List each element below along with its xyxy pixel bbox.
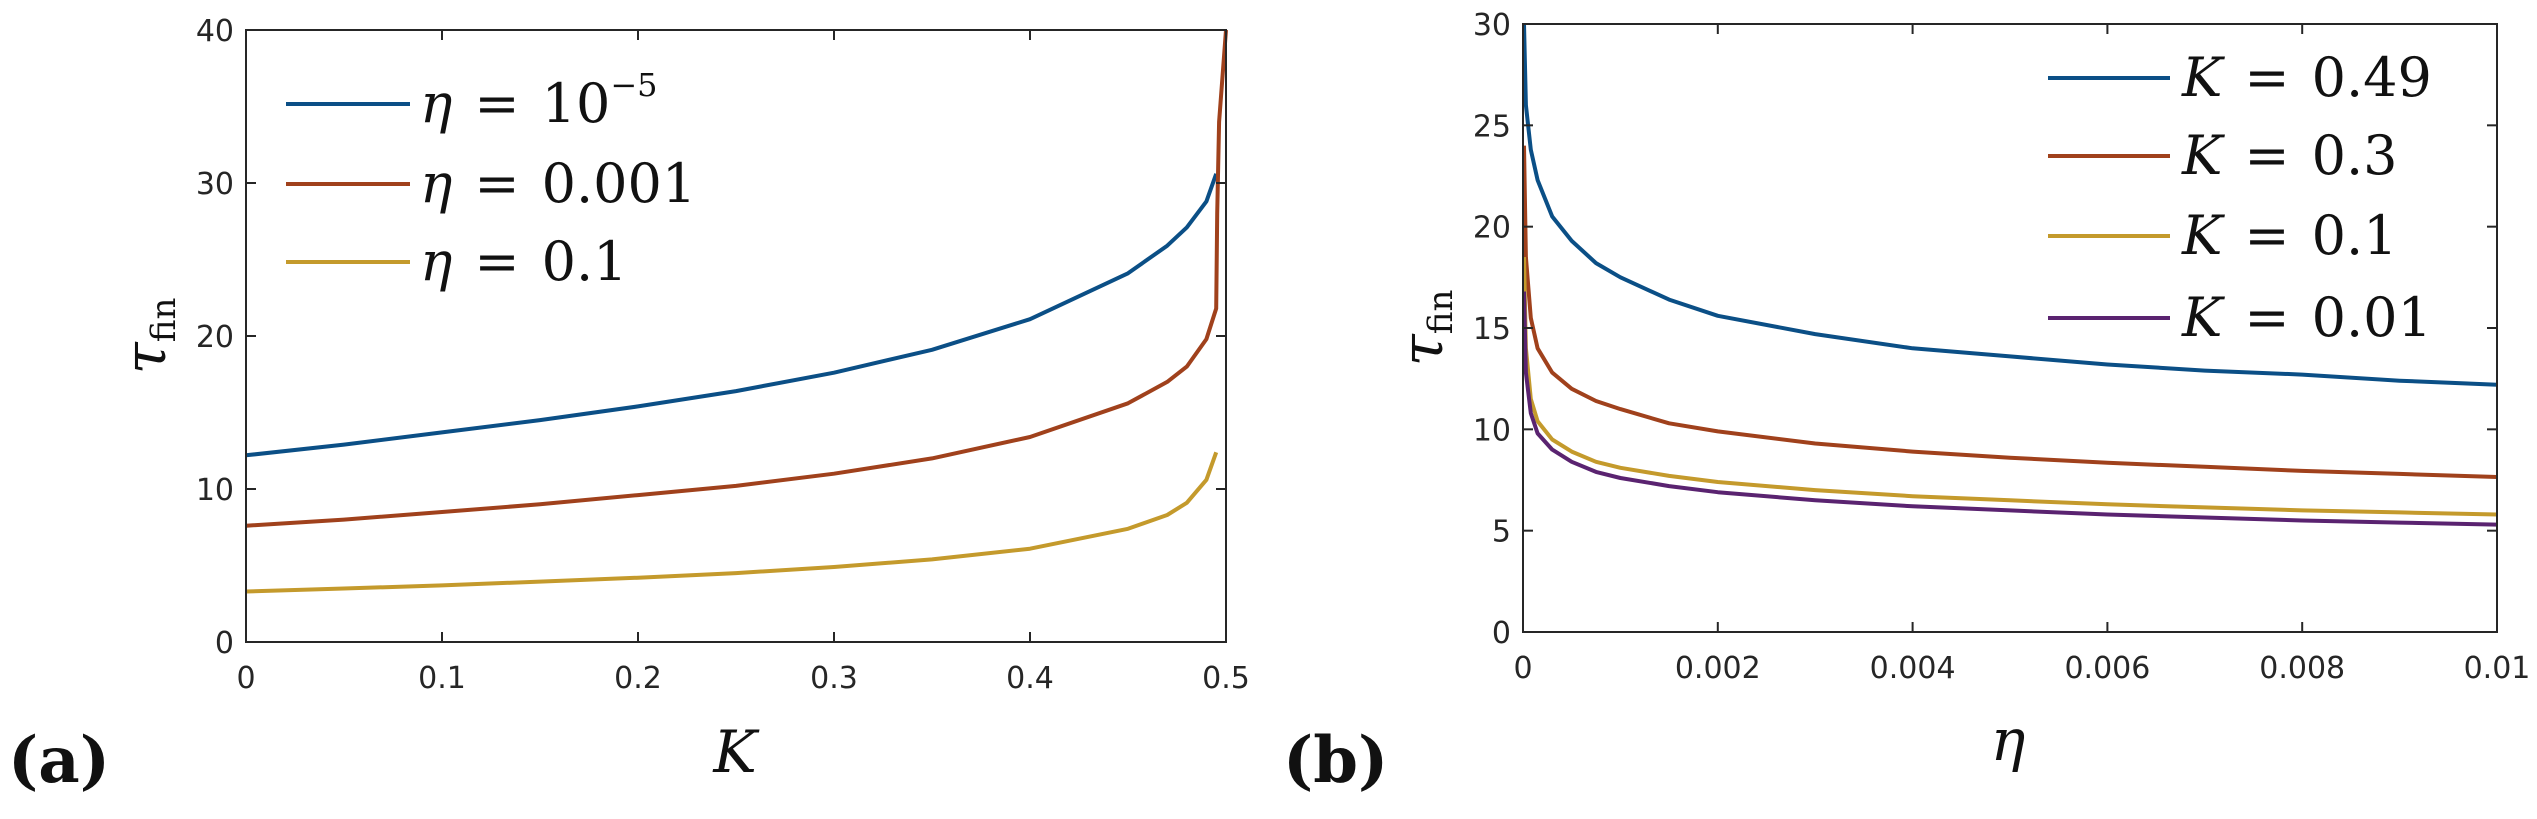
ytick-label-b-3: 15 <box>1473 312 1511 347</box>
panel-b-label: (b) <box>1283 723 1388 798</box>
legend-a-label-2: η = 0.1 <box>420 230 628 293</box>
legend-b-label-1: K = 0.3 <box>2181 124 2397 187</box>
legend-b-label-2: K = 0.1 <box>2181 204 2397 267</box>
panel-a-axes-box <box>245 29 1227 643</box>
series-line-b-3 <box>1522 291 2498 527</box>
ytick-label-a-1: 10 <box>196 473 234 508</box>
panel-b-legend: K = 0.49 K = 0.3 K = 0.1 K = 0.01 <box>2048 46 2432 349</box>
xtick-label-a-0: 0 <box>236 661 255 696</box>
xtick-label-b-3: 0.006 <box>2064 651 2150 686</box>
xtick-label-b-4: 0.008 <box>2259 651 2345 686</box>
panel-a-xlabel: K <box>712 718 760 786</box>
panel-a-ticks: 0 0.1 0.2 0.3 0.4 0.5 0 10 20 30 40 <box>196 14 1250 696</box>
ytick-label-a-4: 40 <box>196 14 234 49</box>
ytick-label-a-3: 30 <box>196 167 234 202</box>
ytick-label-b-6: 30 <box>1473 8 1511 43</box>
xtick-label-b-0: 0 <box>1513 651 1532 686</box>
panel-b-plot-lines <box>1522 23 2498 527</box>
xtick-label-b-5: 0.01 <box>2464 651 2531 686</box>
series-line-b-2 <box>1522 257 2498 517</box>
panel-b-ylabel: τfin <box>1388 290 1461 367</box>
series-line-b-0 <box>1522 23 2498 387</box>
series-line-a-2 <box>245 451 1219 594</box>
legend-b-label-3: K = 0.01 <box>2181 286 2432 349</box>
panel-b: 0 0.002 0.004 0.006 0.008 0.01 0 5 10 15 20 25 30 K =… <box>1283 8 2530 798</box>
panel-a-plot-lines <box>245 29 1228 594</box>
ytick-label-a-0: 0 <box>215 626 234 661</box>
legend-b-label-0: K = 0.49 <box>2181 46 2432 109</box>
panel-a-ylabel: τfin <box>111 298 184 375</box>
legend-a-label-1: η = 0.001 <box>420 152 696 215</box>
ytick-label-b-2: 10 <box>1473 413 1511 448</box>
ytick-label-a-2: 20 <box>196 320 234 355</box>
series-line-a-0 <box>245 173 1219 458</box>
ytick-label-b-4: 20 <box>1473 211 1511 246</box>
xtick-label-a-2: 0.2 <box>614 661 662 696</box>
ytick-label-b-0: 0 <box>1492 616 1511 651</box>
series-line-b-1 <box>1522 145 2498 479</box>
xtick-label-a-3: 0.3 <box>810 661 858 696</box>
xtick-label-a-5: 0.5 <box>1202 661 1250 696</box>
panel-a: 0 0.1 0.2 0.3 0.4 0.5 0 10 20 30 40 η = 10−5 η = 0.001… <box>8 14 1250 798</box>
panel-a-label: (a) <box>8 723 110 798</box>
panel-a-legend: η = 10−5 η = 0.001 η = 0.1 <box>286 66 696 293</box>
series-line-a-1 <box>245 29 1228 528</box>
ytick-label-b-1: 5 <box>1492 515 1511 550</box>
xtick-label-a-4: 0.4 <box>1006 661 1054 696</box>
panel-b-xlabel: η <box>1991 706 2026 774</box>
xtick-label-a-1: 0.1 <box>418 661 466 696</box>
legend-a-label-0: η = 10−5 <box>420 66 658 135</box>
xtick-label-b-2: 0.004 <box>1870 651 1956 686</box>
ytick-label-b-5: 25 <box>1473 109 1511 144</box>
panel-b-ticks: 0 0.002 0.004 0.006 0.008 0.01 0 5 10 15 20 25 30 <box>1473 8 2531 686</box>
xtick-label-b-1: 0.002 <box>1675 651 1761 686</box>
